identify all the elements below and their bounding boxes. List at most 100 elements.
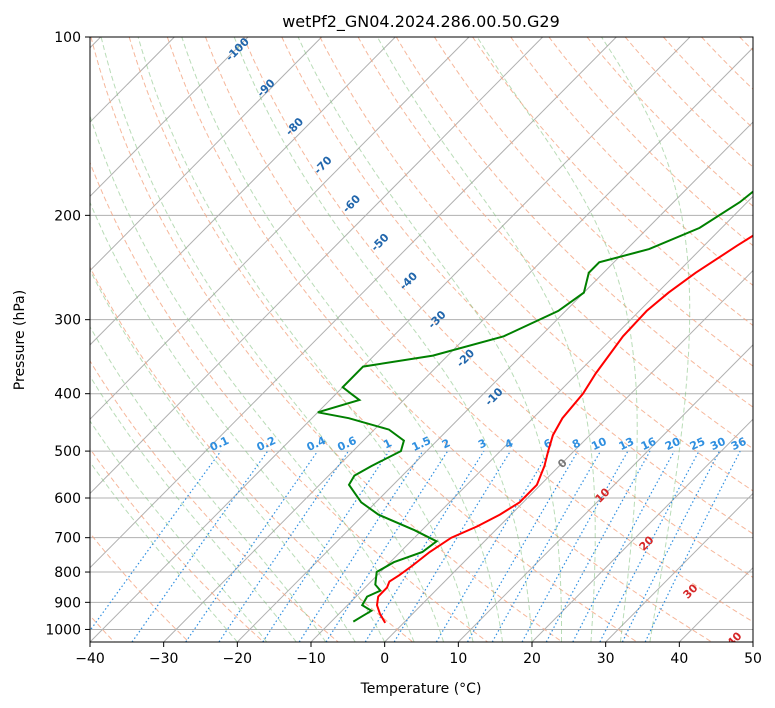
mixing-ratio-label: 1: [381, 436, 393, 451]
y-tick-label: 700: [54, 531, 81, 547]
mixing-ratio-line: [644, 450, 741, 642]
dry-adiabat: [243, 37, 753, 579]
isotherm-line: [90, 37, 470, 420]
isotherm-line: [90, 37, 396, 346]
moist-adiabat: [90, 375, 297, 642]
dry-adiabat-label: 10: [593, 485, 613, 505]
temperature-profile: [375, 234, 753, 624]
isotherm-line: [90, 37, 249, 198]
isotherm-line: [605, 492, 753, 642]
dry-adiabat: [90, 37, 563, 642]
dry-adiabat-lines: [90, 37, 753, 642]
dry-adiabat-label: -100: [223, 35, 252, 64]
dry-adiabat: [433, 37, 753, 367]
mixing-ratio-line: [435, 450, 550, 642]
mixing-ratio-line: [393, 450, 512, 642]
mixing-ratio-line: [185, 450, 319, 642]
dry-adiabat-label: 40: [725, 629, 745, 649]
mixing-ratio-line: [621, 450, 721, 642]
isotherm-line: [457, 344, 753, 642]
moist-adiabat: [601, 37, 691, 642]
mixing-ratio-line: [364, 450, 485, 642]
dry-adiabat: [90, 532, 190, 642]
mixing-ratio-line: [545, 450, 651, 642]
mixing-ratio-line: [298, 450, 424, 642]
isotherm-line: [163, 47, 753, 642]
isotherm-line: [531, 418, 753, 642]
mixing-ratio-line: [262, 450, 390, 642]
dry-adiabat-label: -10: [482, 385, 505, 408]
plot-frame: [89, 36, 754, 643]
moist-adiabat-lines: [90, 37, 691, 642]
dry-adiabat-label: -70: [311, 153, 334, 176]
mixing-ratio-label: 36: [729, 435, 749, 453]
dry-adiabat: [319, 37, 753, 492]
isotherm-line: [752, 641, 753, 642]
y-tick-label: 800: [54, 565, 81, 581]
moist-adiabat: [90, 269, 356, 642]
mixing-ratio-label: 20: [663, 435, 683, 453]
y-tick-label: 400: [54, 387, 81, 403]
x-tick-label: 10: [449, 651, 467, 667]
mixing-ratio-label: 30: [708, 435, 728, 453]
dry-adiabat: [739, 37, 753, 52]
mixing-ratio-line: [491, 450, 602, 642]
x-tick-label: 40: [670, 651, 688, 667]
moist-adiabat: [181, 37, 503, 642]
y-axis-ticks: 1000 900 800 700 600 500 400 300 200 100: [45, 30, 90, 638]
y-tick-label: 1000: [45, 622, 81, 638]
mixing-ratio-line: [218, 450, 349, 642]
dry-adiabat: [624, 37, 753, 168]
moist-adiabat: [233, 37, 533, 642]
dry-adiabat: [90, 266, 414, 642]
pressure-grid: [90, 37, 753, 630]
dry-adiabat-label: -40: [397, 269, 420, 292]
isotherm-line: [236, 121, 753, 642]
isotherm-line: [310, 195, 753, 642]
moist-adiabat: [90, 201, 386, 642]
mixing-ratio-label: 13: [617, 435, 636, 453]
isotherm-line: [384, 269, 753, 642]
dry-adiabat: [548, 37, 753, 247]
isotherm-line: [90, 37, 544, 495]
y-tick-label: 500: [54, 444, 81, 460]
isotherm-line: [678, 567, 753, 642]
mixing-ratio-line: [90, 450, 222, 632]
x-tick-label: −10: [296, 651, 326, 667]
x-axis-ticks: −40 −30 −20 −10 0 10 20 30 40 50: [75, 642, 762, 667]
mixing-ratio-line: [521, 450, 629, 642]
moist-adiabat: [297, 37, 562, 642]
dry-adiabat: [205, 37, 753, 623]
moist-adiabat: [90, 461, 238, 642]
moist-adiabat: [90, 114, 415, 642]
chart-title: wetPf2_GN04.2024.286.00.50.G29: [282, 12, 560, 32]
x-tick-label: −30: [149, 651, 179, 667]
moist-adiabat: [376, 37, 596, 642]
x-axis-label: Temperature (°C): [360, 681, 482, 697]
dry-adiabat: [472, 37, 753, 327]
moist-adiabat: [90, 325, 327, 642]
sounding-profiles: [317, 190, 753, 624]
dry-adiabat: [166, 37, 712, 642]
mixing-ratio-line: [572, 450, 675, 642]
x-tick-label: −20: [223, 651, 253, 667]
y-tick-label: 900: [54, 595, 81, 611]
dry-adiabat-label: -20: [454, 346, 477, 369]
mixing-ratio-label: 4: [503, 436, 516, 451]
y-tick-label: 100: [54, 30, 81, 46]
mixing-ratio-label: 10: [589, 435, 609, 453]
moist-adiabat: [90, 420, 268, 642]
mixing-ratio-label: 16: [639, 435, 659, 453]
dry-adiabat-label: -80: [283, 115, 306, 138]
y-tick-label: 200: [54, 208, 81, 224]
dewpoint-profile: [317, 190, 753, 623]
y-axis-label: Pressure (hPa): [12, 290, 28, 390]
moist-adiabat: [100, 37, 445, 642]
y-tick-label: 300: [54, 313, 81, 329]
dry-adiabat: [90, 161, 488, 642]
x-tick-label: 50: [744, 651, 762, 667]
x-tick-label: −40: [75, 651, 105, 667]
x-tick-label: 0: [380, 651, 389, 667]
moist-adiabat: [476, 37, 638, 642]
dry-adiabat-label: -90: [254, 76, 277, 99]
